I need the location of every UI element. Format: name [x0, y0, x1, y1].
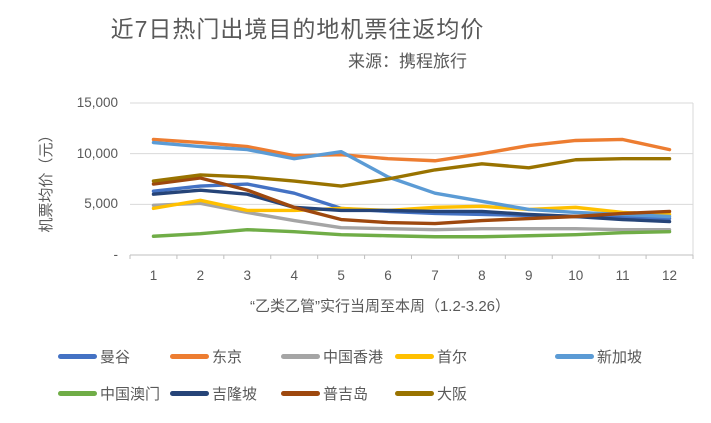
legend-item-kuala-lumpur: 吉隆坡: [170, 384, 258, 403]
series-line-phuket: [151, 176, 672, 226]
legend-label: 中国香港: [323, 348, 384, 366]
x-tick-label: 11: [615, 268, 630, 283]
legend-swatch-hongkong: [281, 353, 320, 359]
legend-label: 吉隆坡: [212, 385, 258, 403]
legend-label: 曼谷: [100, 348, 131, 366]
y-axis-title: 机票均价（元）: [38, 127, 55, 233]
x-tick-label: 1: [149, 268, 158, 283]
series-line-singapore: [151, 140, 672, 219]
legend-label: 普吉岛: [323, 385, 369, 403]
x-tick-label: 6: [384, 268, 392, 283]
legend-label: 大阪: [437, 385, 468, 403]
legend-swatch-singapore: [555, 353, 594, 359]
series-line-seoul: [151, 198, 672, 217]
x-tick-label: 10: [568, 268, 584, 283]
legend-swatch-macau: [58, 390, 97, 396]
legend-item-hongkong: 中国香港: [281, 347, 384, 366]
legend-swatch-osaka: [395, 390, 434, 396]
y-tick-label: 15,000: [76, 95, 118, 110]
legend-item-osaka: 大阪: [395, 384, 468, 403]
legend-swatch-bangkok: [58, 353, 97, 359]
legend-item-macau: 中国澳门: [58, 384, 161, 403]
y-tick-label: 10,000: [76, 145, 118, 161]
x-tick-label: 7: [431, 268, 439, 283]
legend-swatch-phuket: [281, 390, 320, 396]
legend-item-seoul: 首尔: [395, 347, 468, 366]
legend-item-phuket: 普吉岛: [281, 384, 369, 403]
x-tick-label: 8: [478, 268, 486, 283]
chart-title: 近7日热门出境目的地机票往返均价: [110, 16, 485, 42]
x-tick-label: 9: [525, 268, 533, 283]
series-line-osaka: [151, 157, 672, 188]
x-tick-label: 5: [337, 268, 345, 283]
legend-item-bangkok: 曼谷: [58, 347, 131, 366]
legend-label: 中国澳门: [100, 385, 161, 403]
x-tick-label: 12: [662, 268, 678, 283]
legend-item-tokyo: 东京: [170, 347, 243, 366]
legend-swatch-tokyo: [170, 353, 209, 359]
legend-swatch-seoul: [395, 353, 434, 359]
legend-swatch-kuala-lumpur: [170, 390, 209, 396]
series-line-macau: [151, 227, 672, 239]
x-tick-label: 4: [290, 268, 298, 283]
legend-label: 东京: [212, 348, 243, 366]
chart-source-label: 来源：携程旅行: [348, 52, 467, 71]
legend-label: 新加坡: [597, 348, 643, 366]
x-tick-label: 3: [243, 268, 252, 283]
series-line-tokyo: [151, 137, 672, 163]
x-tick-label: 2: [196, 268, 205, 283]
y-tick-label: 5,000: [84, 196, 118, 212]
legend-label: 首尔: [437, 348, 468, 366]
legend-item-singapore: 新加坡: [555, 347, 643, 366]
series-line-hongkong: [151, 201, 672, 232]
y-tick-label: -: [113, 247, 119, 262]
x-axis-title: “乙类乙管”实行当周至本周（1.2-3.26）: [249, 298, 511, 315]
